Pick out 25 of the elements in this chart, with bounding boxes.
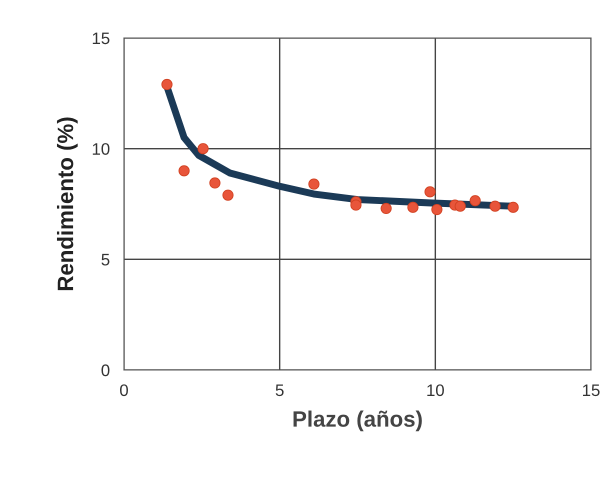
point (431, 204, 442, 216)
point (161, 78, 173, 90)
point (508, 202, 519, 213)
point (454, 200, 466, 212)
point (407, 202, 418, 213)
point (209, 177, 220, 189)
point (222, 190, 234, 201)
x-tick-label: 15 (583, 384, 600, 396)
x-tick-label: 0 (120, 384, 128, 396)
point (490, 200, 501, 212)
point (470, 195, 481, 206)
y-axis-title: Rendimiento (%) (56, 117, 78, 290)
point (178, 165, 190, 176)
y-tick-label: 5 (102, 254, 110, 266)
x-axis-title: Plazo (años) (294, 410, 422, 432)
y-tick-label: 0 (101, 364, 110, 376)
x-tick-label: 10 (427, 384, 444, 396)
x-tick-label: 5 (276, 384, 284, 396)
point (350, 200, 362, 211)
y-tick-label: 10 (92, 143, 110, 155)
point (424, 186, 436, 198)
point (380, 202, 392, 214)
point (308, 178, 320, 190)
point (198, 143, 209, 154)
y-tick-label: 15 (92, 32, 110, 44)
